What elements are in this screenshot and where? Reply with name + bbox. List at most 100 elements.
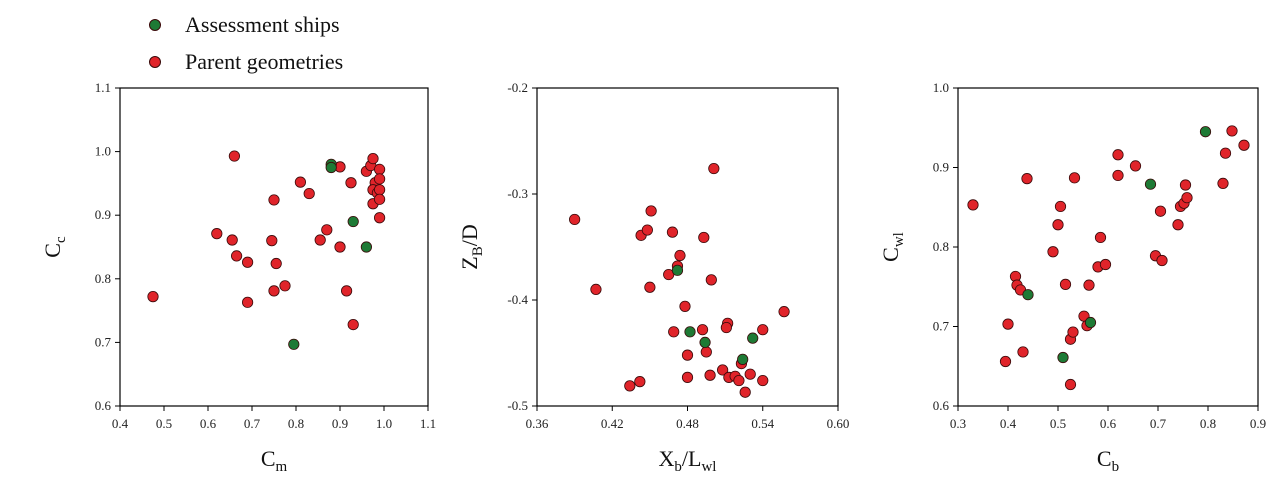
parent-point	[1156, 254, 1168, 267]
panel-2: 0.36 0.42 0.48 0.54 0.60 -0.5 -0.4 -0.3 -0.2 Xb/L…	[457, 80, 849, 475]
parent-point	[1112, 149, 1124, 161]
parent-point	[1219, 147, 1232, 159]
parent-point	[1181, 192, 1193, 204]
legend-marker-assessment	[149, 19, 161, 31]
assessment-point	[347, 215, 359, 228]
parent-point	[367, 152, 379, 165]
parent-point	[1047, 246, 1059, 258]
x-tick-label: 0.5	[156, 416, 172, 431]
parent-point	[1094, 231, 1107, 244]
parent-point	[739, 386, 751, 398]
assessment-point	[360, 241, 372, 253]
parent-point	[228, 150, 240, 162]
parent-point	[279, 280, 291, 292]
parent-point	[705, 274, 717, 286]
parent-point	[681, 371, 694, 383]
y-tick-label: -0.3	[507, 186, 528, 201]
x-tick-label: 0.7	[1150, 416, 1167, 431]
parent-point	[1021, 173, 1033, 185]
x-tick-label: 0.54	[751, 416, 774, 431]
parent-point	[1059, 278, 1072, 290]
assessment-point	[1057, 351, 1069, 364]
parent-point	[1179, 179, 1192, 191]
parent-point	[704, 369, 716, 381]
parent-point	[1172, 219, 1184, 231]
assessment-point	[1084, 316, 1097, 329]
y-tick-label: 0.7	[95, 334, 112, 349]
parent-point	[590, 283, 602, 295]
x-tick-label: 0.9	[1250, 416, 1266, 431]
parent-point	[373, 184, 386, 196]
y-tick-label: 0.9	[933, 160, 949, 175]
assessment-point	[325, 161, 337, 174]
assessment-point	[737, 353, 749, 365]
parent-point	[373, 212, 386, 224]
y-axis-title: Cc	[40, 236, 69, 258]
panel-1: 0.4 0.5 0.6 0.7 0.8 0.9 1.0 1.1 0.6 0.7 0.8 0.9 1.0 1…	[40, 80, 436, 475]
x-axis-title: Xb/Lwl	[659, 446, 717, 475]
parent-point	[1064, 378, 1077, 391]
parent-point	[668, 326, 680, 338]
x-tick-label: 1.0	[376, 416, 392, 431]
parent-point	[1217, 177, 1229, 189]
parent-point	[347, 318, 359, 331]
parent-point	[334, 241, 346, 253]
parent-point	[1112, 169, 1124, 182]
assessment-point	[1022, 289, 1034, 301]
parent-point	[1154, 205, 1167, 217]
parent-point	[314, 234, 326, 246]
parent-point	[644, 281, 656, 293]
y-tick-label: 0.7	[933, 319, 950, 334]
x-tick-label: 0.60	[827, 416, 850, 431]
legend-label-parent: Parent geometries	[185, 49, 343, 74]
parent-point	[268, 285, 280, 297]
y-tick-label: 1.1	[95, 80, 111, 95]
parent-point	[744, 368, 756, 380]
parent-point	[641, 224, 653, 236]
parent-point	[717, 364, 729, 376]
parent-point	[373, 173, 386, 185]
parent-point	[679, 300, 691, 312]
parent-point	[242, 256, 254, 268]
parent-point	[757, 324, 769, 336]
parent-point	[1067, 326, 1079, 338]
x-tick-label: 0.36	[526, 416, 549, 431]
assessment-point	[1199, 126, 1212, 138]
assessment-point	[684, 326, 696, 338]
parent-point	[1099, 258, 1112, 271]
x-tick-label: 0.4	[112, 416, 129, 431]
parent-point	[211, 228, 223, 240]
x-tick-label: 0.42	[601, 416, 624, 431]
parent-point	[270, 257, 282, 270]
parent-point	[569, 213, 581, 226]
parent-point	[999, 355, 1012, 368]
y-tick-label: 1.0	[95, 144, 111, 159]
y-tick-label: 0.8	[933, 239, 949, 254]
y-tick-label: 1.0	[933, 80, 949, 95]
parent-point	[1129, 160, 1142, 172]
parent-point	[1068, 172, 1081, 184]
x-tick-label: 0.7	[244, 416, 261, 431]
y-tick-label: 0.8	[95, 271, 111, 286]
parent-point	[681, 349, 694, 361]
y-tick-label: 0.6	[95, 398, 112, 413]
parent-point	[266, 235, 278, 247]
x-tick-label: 0.5	[1050, 416, 1066, 431]
plot-frame	[119, 87, 429, 407]
x-axis-title: Cb	[1097, 446, 1119, 475]
x-axis-title: Cm	[261, 446, 288, 475]
parent-point	[303, 187, 315, 200]
y-axis-title: ZB/D	[457, 224, 486, 269]
panel-3: 0.3 0.4 0.5 0.6 0.7 0.8 0.9 0.6 0.7 0.8 0.9 1.0 Cb Cw…	[878, 80, 1266, 475]
parent-point	[708, 162, 720, 175]
parent-point	[674, 249, 686, 262]
parent-point	[147, 291, 159, 303]
x-tick-label: 0.8	[288, 416, 304, 431]
y-tick-label: -0.5	[507, 398, 528, 413]
parent-point	[231, 250, 243, 262]
x-tick-label: 0.6	[200, 416, 217, 431]
parent-point	[1002, 318, 1014, 330]
assessment-point	[671, 264, 684, 276]
parent-point	[666, 226, 679, 238]
